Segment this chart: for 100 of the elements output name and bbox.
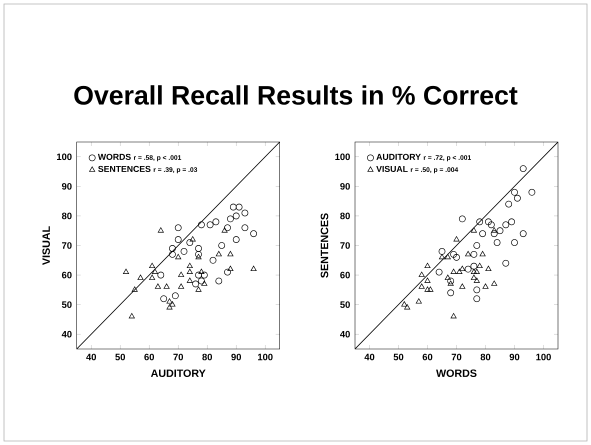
point [206, 221, 214, 228]
point [180, 248, 188, 255]
point [152, 268, 158, 274]
point [473, 286, 480, 294]
point [128, 313, 135, 318]
point [418, 283, 425, 289]
point [502, 260, 510, 267]
point [474, 278, 480, 283]
point [210, 256, 216, 264]
point [195, 245, 202, 252]
x-tick-label: 70 [173, 354, 184, 360]
point [450, 268, 457, 274]
point [459, 283, 466, 289]
point [172, 292, 179, 300]
point [520, 230, 527, 238]
point [236, 204, 243, 210]
x-tick-label: 40 [364, 354, 374, 360]
point [470, 227, 477, 233]
point [502, 221, 510, 228]
y-tick-label: 100 [57, 153, 72, 160]
point [222, 227, 228, 233]
point [200, 272, 208, 278]
point [216, 250, 222, 256]
legend-label: VISUAL [376, 166, 408, 172]
point [242, 224, 248, 232]
y-tick-label: 90 [62, 183, 72, 190]
y-tick-label: 70 [62, 242, 72, 249]
x-axis-title: AUDITORY [150, 369, 206, 378]
point [458, 215, 466, 222]
point [198, 221, 205, 228]
point [190, 236, 196, 242]
point [494, 239, 501, 246]
point [196, 286, 202, 292]
point [158, 227, 164, 233]
point [195, 250, 202, 258]
point [201, 280, 208, 286]
y-tick-label: 40 [340, 330, 350, 338]
point [450, 313, 457, 318]
point [480, 250, 486, 256]
point [230, 204, 237, 210]
point [528, 188, 536, 196]
point [496, 227, 504, 234]
point [479, 230, 486, 238]
point [123, 268, 130, 274]
x-tick-label: 80 [202, 354, 212, 360]
y-tick-label: 70 [340, 242, 350, 249]
point [196, 254, 202, 260]
y-tick-label: 90 [340, 183, 350, 190]
point [175, 254, 182, 260]
point [459, 266, 466, 272]
point [485, 266, 492, 272]
point [505, 200, 512, 208]
point [138, 274, 144, 280]
point [198, 268, 204, 274]
point [215, 278, 222, 284]
point [473, 295, 480, 302]
x-axis-title: WORDS [436, 369, 477, 378]
point [482, 283, 488, 289]
point [488, 221, 495, 228]
point [224, 224, 231, 232]
x-tick-label: 50 [115, 354, 126, 360]
point [166, 304, 173, 310]
chart-title: Overall Recall Results in % Correct [74, 85, 518, 105]
point [404, 304, 410, 310]
point [418, 272, 425, 277]
point [174, 224, 182, 232]
point [227, 215, 234, 222]
point [438, 248, 446, 255]
point [465, 250, 472, 256]
point [174, 236, 182, 243]
point [476, 218, 484, 226]
y-axis-title: VISUAL [42, 226, 50, 265]
point [511, 239, 518, 246]
x-tick-label: 60 [144, 354, 154, 360]
y-tick-label: 80 [62, 212, 72, 220]
point [166, 298, 173, 304]
point [178, 283, 184, 289]
point [232, 212, 240, 220]
point [450, 250, 458, 258]
point [149, 274, 156, 280]
point [470, 250, 478, 258]
point [511, 188, 518, 196]
legend-label: SENTENCES [98, 166, 151, 172]
point [448, 280, 454, 286]
point [149, 262, 156, 268]
point [198, 278, 205, 284]
legend-label: WORDS [98, 154, 131, 160]
point [491, 280, 498, 286]
x-tick-label: 50 [394, 354, 404, 360]
y-tick-label: 40 [62, 330, 72, 338]
x-tick-label: 90 [510, 354, 520, 360]
point [491, 227, 498, 233]
point [157, 272, 164, 278]
point [192, 280, 200, 288]
point [476, 262, 483, 268]
x-tick-label: 60 [422, 354, 432, 360]
y-tick-label: 100 [335, 153, 350, 160]
point [447, 289, 454, 296]
point [473, 242, 480, 249]
point [169, 245, 176, 252]
